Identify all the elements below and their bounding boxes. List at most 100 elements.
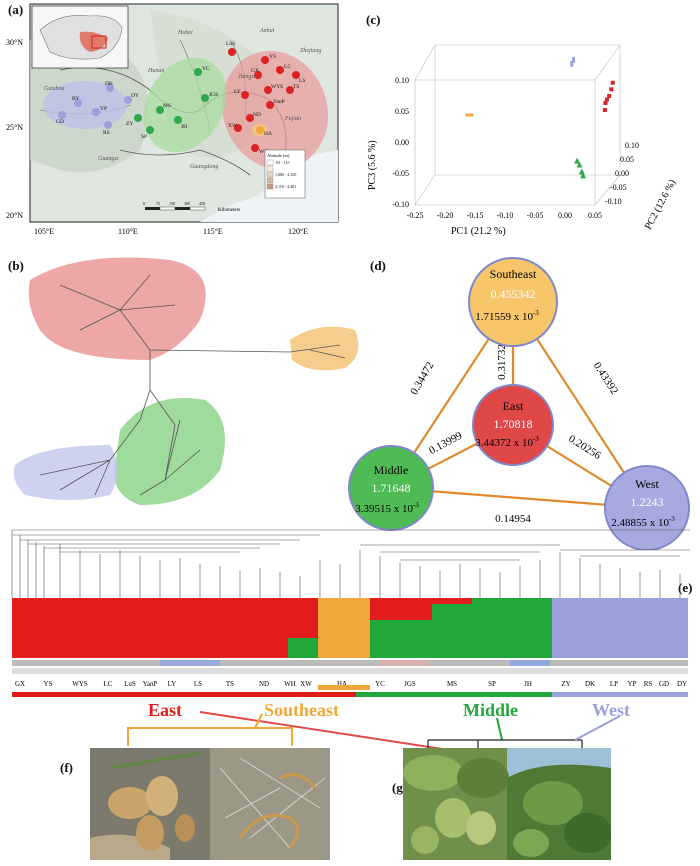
pca-point-east xyxy=(604,97,609,102)
fruit-1 xyxy=(108,787,152,819)
kiwi-fruit-3 xyxy=(411,826,439,854)
group-label-east: East xyxy=(148,700,182,720)
panel-label-c: (c) xyxy=(366,12,381,27)
population-label: YS xyxy=(44,680,53,688)
west-connector xyxy=(574,715,621,741)
group-label-southeast: Southeast xyxy=(264,700,339,720)
svg-text:300: 300 xyxy=(184,201,190,206)
east-sites xyxy=(228,48,300,152)
svg-text:GX: GX xyxy=(251,68,259,74)
population-label: LS xyxy=(194,680,202,688)
tree-clade-southeast xyxy=(290,326,359,371)
svg-text:0.43392: 0.43392 xyxy=(591,360,621,397)
svg-text:30°N: 30°N xyxy=(6,38,23,47)
svg-text:Zhejiang: Zhejiang xyxy=(300,48,321,54)
bar-east-admix xyxy=(288,638,318,658)
region-east xyxy=(222,50,328,170)
svg-text:Southeast: Southeast xyxy=(490,267,537,281)
inset-box xyxy=(91,35,107,49)
svg-text:GD: GD xyxy=(56,119,64,125)
panel-label-e: (e) xyxy=(678,580,693,595)
pca-ytick: -0.10 xyxy=(605,197,622,206)
pca-point-east xyxy=(610,80,615,85)
svg-text:LC: LC xyxy=(284,64,291,70)
population-label: WH xyxy=(284,680,296,688)
pop-strip xyxy=(12,660,688,666)
svg-text:MS: MS xyxy=(163,103,171,109)
svg-text:Guizhou: Guizhou xyxy=(44,86,64,92)
pca-ztick: 0.05 xyxy=(395,107,409,116)
svg-text:SP: SP xyxy=(141,134,147,140)
svg-text:Middle: Middle xyxy=(374,463,409,477)
lat-labels: 30°N 25°N 20°N xyxy=(6,38,23,220)
pca-xlabel: PC1 (21.2 %) xyxy=(451,226,506,237)
population-label: TS xyxy=(226,680,234,688)
svg-text:0.20256: 0.20256 xyxy=(566,433,603,462)
population-label: DY xyxy=(677,680,687,688)
pca-box xyxy=(414,44,621,206)
svg-text:115°E: 115°E xyxy=(203,227,223,236)
svg-text:1,000 - 2,165: 1,000 - 2,165 xyxy=(275,172,296,178)
group-labels: East Southeast Middle West xyxy=(127,700,630,753)
svg-text:ZY: ZY xyxy=(126,121,133,127)
svg-text:ND: ND xyxy=(253,112,261,118)
svg-text:YS: YS xyxy=(269,54,276,60)
svg-text:1.70818: 1.70818 xyxy=(494,417,533,431)
tree-clade-middle xyxy=(114,398,225,505)
dendrogram xyxy=(11,529,690,598)
population-label: DK xyxy=(585,680,595,688)
svg-text:1.2243: 1.2243 xyxy=(631,495,664,509)
population-label: YP xyxy=(628,680,637,688)
svg-text:YC: YC xyxy=(202,66,210,72)
pca-point-east xyxy=(607,94,612,98)
svg-text:Altitude (m): Altitude (m) xyxy=(267,153,290,158)
pca-point-east xyxy=(603,101,608,105)
pca-point-east xyxy=(602,108,607,112)
svg-text:120°E: 120°E xyxy=(288,227,308,236)
population-label: LY xyxy=(168,680,177,688)
svg-text:RS: RS xyxy=(103,130,110,136)
svg-text:0.455342: 0.455342 xyxy=(491,287,536,301)
population-labels: GX YS WYS LC LuS YanP LY LS TS ND WH XW HA YC JGS MS SP J… xyxy=(15,680,687,688)
tree-branches xyxy=(39,274,346,496)
pca-xtick: -0.25 xyxy=(407,211,424,220)
svg-text:DY: DY xyxy=(131,93,139,99)
population-label: YanP xyxy=(143,680,158,688)
svg-text:25°N: 25°N xyxy=(6,123,23,132)
svg-text:Hubei: Hubei xyxy=(177,30,193,36)
pca-xtick: -0.05 xyxy=(527,211,544,220)
svg-text:0: 0 xyxy=(143,201,145,206)
panel-label-a: (a) xyxy=(8,2,24,17)
svg-text:WYS: WYS xyxy=(271,84,283,90)
pca-ytick: 0.05 xyxy=(620,155,634,164)
group-label-middle: Middle xyxy=(463,700,518,720)
population-label: JH xyxy=(524,680,532,688)
kiwi-fruit-2 xyxy=(466,811,496,845)
population-label: HA xyxy=(337,680,347,688)
svg-text:DK: DK xyxy=(105,81,113,87)
pca-point-west xyxy=(572,56,576,63)
province-names: Hubei Anhui Hunan Zhejiang Jiangxi Guizh… xyxy=(44,28,321,170)
node-southeast: Southeast 0.455342 1.71559 x 10-3 xyxy=(468,257,558,347)
population-label: RS xyxy=(644,680,653,688)
pca-points xyxy=(465,56,615,179)
pca-ytick: -0.05 xyxy=(610,183,627,192)
svg-text:0.34472: 0.34472 xyxy=(408,360,436,397)
inset-highlight xyxy=(79,31,108,52)
svg-text:110°E: 110°E xyxy=(118,227,138,236)
structure-plot: GX YS WYS LC LuS YanP LY LS TS ND WH XW HA YC JGS MS SP J… xyxy=(11,529,690,697)
group-bar-west xyxy=(552,692,688,697)
pca-ztick: -0.10 xyxy=(392,200,409,209)
svg-text:450: 450 xyxy=(199,201,205,206)
bar-middle-admix-2 xyxy=(432,598,472,604)
differentiation-network: 0.31732 0.34472 0.43392 0.13999 0.20256 … xyxy=(348,257,690,550)
population-label: LC xyxy=(104,680,113,688)
group-bar-middle xyxy=(356,692,552,697)
southeast-bracket xyxy=(127,727,293,746)
photo-f xyxy=(90,748,330,860)
pca-ztick: -0.05 xyxy=(392,169,409,178)
fruit-4 xyxy=(175,814,195,842)
group-label-west: West xyxy=(592,700,630,720)
site-labels: LuS YS GX LC WYS LY YanP TS ND XW WH LS … xyxy=(56,41,305,155)
pca-zlabel: PC3 (5.6 %) xyxy=(367,140,378,190)
